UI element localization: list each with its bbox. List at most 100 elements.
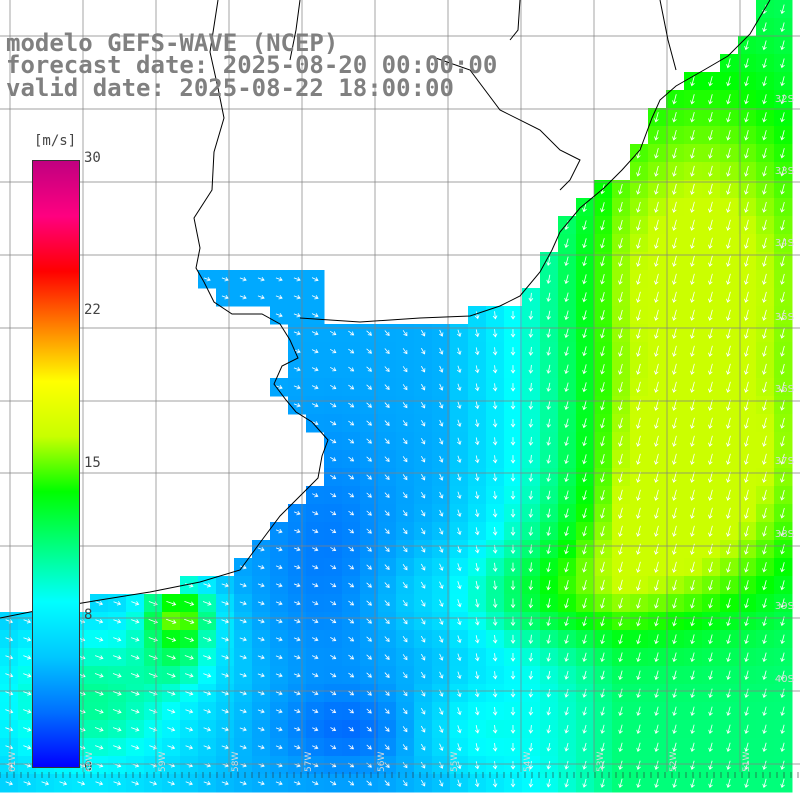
wind-arrow xyxy=(726,670,731,681)
wind-arrow xyxy=(690,327,695,339)
wind-arrow xyxy=(582,526,587,537)
wind-arrow xyxy=(185,583,194,588)
wind-arrow xyxy=(257,708,265,714)
wind-arrow xyxy=(672,147,677,159)
lon-label-58w: 58W xyxy=(231,751,241,772)
wind-arrow xyxy=(726,76,731,87)
wind-arrow xyxy=(618,688,623,699)
wind-arrow xyxy=(402,780,408,787)
wind-arrow xyxy=(528,454,534,464)
wind-arrow xyxy=(439,563,444,571)
wind-arrow xyxy=(744,598,749,609)
wind-arrow xyxy=(600,652,605,663)
wind-arrow xyxy=(366,582,372,588)
wind-arrow xyxy=(582,508,587,519)
wind-arrow xyxy=(564,346,569,357)
wind-arrow xyxy=(690,273,695,285)
lat-label-33s: 33S xyxy=(774,166,794,177)
wind-arrow xyxy=(167,691,176,696)
wind-arrow xyxy=(618,670,623,681)
wind-arrow xyxy=(726,273,731,285)
wind-arrow xyxy=(384,762,390,768)
wind-arrow xyxy=(311,295,319,300)
wind-arrow xyxy=(439,707,444,715)
wind-arrow xyxy=(744,760,749,770)
wind-arrow xyxy=(528,580,534,591)
wind-arrow xyxy=(312,745,319,750)
wind-arrow xyxy=(636,652,641,663)
wind-arrow xyxy=(546,364,551,374)
wind-arrow xyxy=(546,508,551,519)
wind-arrow xyxy=(636,579,641,591)
wind-arrow xyxy=(708,255,713,267)
wind-arrow xyxy=(582,202,587,213)
wind-arrow xyxy=(492,707,498,716)
wind-arrow xyxy=(239,582,247,588)
wind-arrow xyxy=(402,510,408,517)
wind-arrow xyxy=(708,112,713,123)
wind-arrow xyxy=(275,312,283,318)
wind-arrow xyxy=(636,760,641,770)
wind-arrow xyxy=(726,291,731,303)
wind-arrow xyxy=(636,309,641,321)
wind-arrow xyxy=(708,309,713,321)
lon-label-61w: 61W xyxy=(8,751,18,772)
wind-arrow xyxy=(311,313,319,318)
wind-arrow xyxy=(528,562,534,573)
wind-arrow xyxy=(582,454,587,465)
wind-arrow xyxy=(600,256,605,267)
wind-arrow xyxy=(257,672,265,678)
wind-arrow xyxy=(130,673,140,678)
wind-arrow xyxy=(762,165,767,177)
wind-arrow xyxy=(708,670,713,681)
wind-arrow xyxy=(293,780,301,786)
lat-label-35s: 35S xyxy=(774,312,794,323)
wind-arrow xyxy=(600,310,605,321)
wind-arrow xyxy=(654,327,659,339)
wind-arrow xyxy=(744,724,749,734)
wind-arrow xyxy=(94,691,104,696)
wind-arrow xyxy=(744,489,749,501)
wind-arrow xyxy=(618,724,623,734)
wind-arrow xyxy=(348,726,354,732)
wind-arrow xyxy=(528,724,534,734)
wind-arrow xyxy=(654,579,659,591)
wind-arrow xyxy=(636,634,641,645)
wind-arrow xyxy=(780,652,785,663)
wind-arrow xyxy=(275,564,283,570)
wind-arrow xyxy=(708,778,713,788)
wind-arrow xyxy=(600,489,605,501)
wind-arrow xyxy=(564,490,569,501)
wind-arrow xyxy=(474,311,480,320)
wind-arrow xyxy=(780,148,785,159)
wind-arrow xyxy=(726,255,731,267)
wind-arrow xyxy=(618,345,623,357)
wind-arrow xyxy=(654,525,659,537)
wind-arrow xyxy=(636,688,641,699)
wind-arrow xyxy=(112,709,122,714)
wind-arrow xyxy=(762,58,767,69)
wind-arrow xyxy=(528,364,534,374)
wind-arrow xyxy=(708,417,713,429)
wind-arrow xyxy=(780,670,785,681)
wind-arrow xyxy=(618,237,623,249)
wind-arrow xyxy=(330,745,337,750)
wind-arrow xyxy=(672,760,677,770)
wind-arrow xyxy=(546,490,551,501)
wind-arrow xyxy=(221,619,230,624)
wind-arrow xyxy=(708,201,713,213)
wind-arrow xyxy=(654,760,659,770)
colorbar-tick-0: 0 xyxy=(84,759,93,775)
wind-arrow xyxy=(94,673,104,678)
wind-arrow xyxy=(202,637,212,642)
wind-arrow xyxy=(564,526,569,537)
wind-arrow xyxy=(203,709,212,714)
wind-arrow xyxy=(185,745,194,750)
wind-arrow xyxy=(293,330,301,336)
wind-arrow xyxy=(690,255,695,267)
wind-arrow xyxy=(421,347,426,355)
wind-arrow xyxy=(726,327,731,339)
wind-arrow xyxy=(654,742,659,752)
wind-arrow xyxy=(366,492,372,498)
wind-arrow xyxy=(330,727,337,732)
